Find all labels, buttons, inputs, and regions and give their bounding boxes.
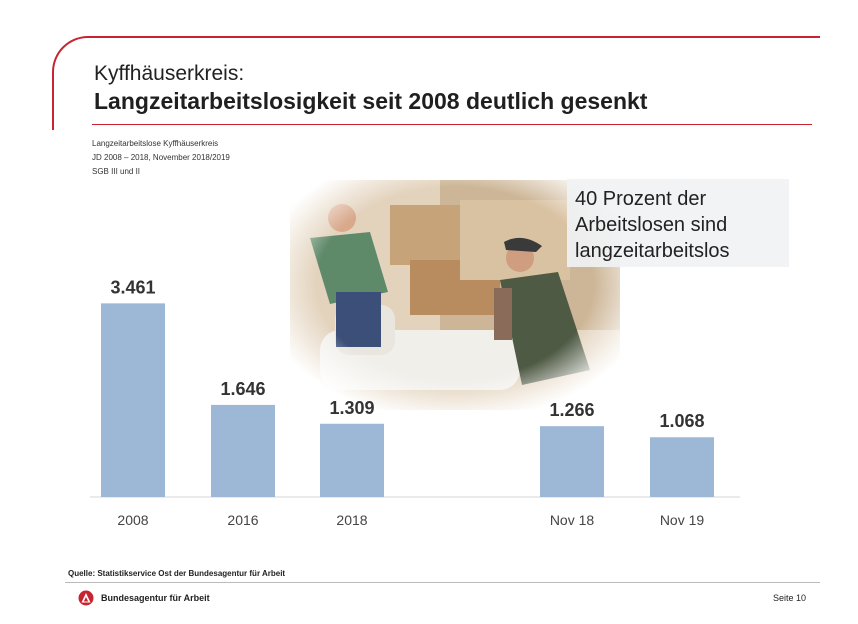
bar-3	[540, 426, 604, 497]
page-number: Seite 10	[773, 593, 807, 603]
subtitle-line-2: JD 2008 – 2018, November 2018/2019	[92, 153, 230, 162]
header-frame	[52, 36, 820, 130]
callout-line-3: langzeitarbeitslos	[575, 240, 730, 262]
page-title: Langzeitarbeitslosigkeit seit 2008 deutl…	[94, 88, 648, 114]
bar-4	[650, 437, 714, 497]
value-label-3: 1.266	[549, 400, 594, 420]
callout-box: 40 Prozent der Arbeitslosen sind langzei…	[567, 179, 789, 267]
callout-line-1: 40 Prozent der	[575, 188, 707, 210]
ba-logo-icon	[78, 590, 94, 606]
category-label-0: 2008	[117, 512, 148, 528]
value-label-0: 3.461	[110, 277, 155, 297]
workers-photo	[290, 180, 620, 410]
category-label-2: 2018	[336, 512, 367, 528]
value-label-1: 1.646	[220, 379, 265, 399]
category-label-3: Nov 18	[550, 512, 595, 528]
value-label-4: 1.068	[659, 411, 704, 431]
callout-line-2: Arbeitslosen sind	[575, 214, 728, 236]
subtitle-line-3: SGB III und II	[92, 167, 141, 176]
header-underline	[92, 124, 812, 125]
organization-name: Bundesagentur für Arbeit	[101, 593, 210, 603]
subtitle-line-1: Langzeitarbeitslose Kyffhäuserkreis	[92, 139, 219, 148]
category-label-4: Nov 19	[660, 512, 705, 528]
bar-0	[101, 303, 165, 497]
bar-2	[320, 423, 384, 497]
region-title: Kyffhäuserkreis:	[94, 62, 245, 85]
value-label-2: 1.309	[329, 398, 374, 418]
bar-1	[211, 404, 275, 497]
category-label-1: 2016	[227, 512, 258, 528]
source-note: Quelle: Statistikservice Ost der Bundesa…	[68, 569, 286, 578]
footer-divider	[65, 582, 820, 583]
